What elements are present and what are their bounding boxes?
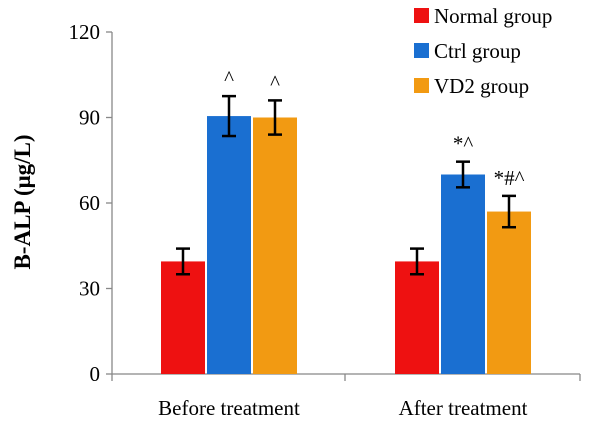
bar (253, 117, 297, 374)
bar (207, 116, 251, 374)
y-axis-title: B-ALP (μg/L) (10, 134, 35, 269)
category-label: After treatment (399, 396, 528, 420)
category-label: Before treatment (158, 396, 300, 420)
category-labels-group: Before treatment After treatment (158, 396, 527, 420)
y-tick-label: 90 (79, 106, 100, 130)
y-tick-label: 120 (69, 20, 101, 44)
significance-annotation: *^ (453, 132, 474, 156)
legend-swatch (414, 43, 429, 58)
significance-annotation: ^ (224, 66, 234, 90)
legend-label: Normal group (434, 4, 552, 28)
annotations-group: ^ *^ ^ *#^ (224, 66, 525, 190)
legend: Normal group Ctrl group VD2 group (414, 4, 552, 98)
y-tick-label: 0 (90, 362, 101, 386)
legend-label: VD2 group (434, 74, 529, 98)
legend-swatch (414, 78, 429, 93)
bar (161, 261, 205, 374)
legend-label: Ctrl group (434, 39, 521, 63)
bar (395, 261, 439, 374)
y-tick-label: 60 (79, 191, 100, 215)
bar (441, 174, 485, 374)
significance-annotation: ^ (270, 70, 280, 94)
significance-annotation: *#^ (494, 166, 525, 190)
bar (487, 211, 531, 374)
legend-swatch (414, 8, 429, 23)
error-bars-group (176, 94, 516, 276)
y-tick-label: 30 (79, 277, 100, 301)
bars-group (161, 116, 531, 374)
